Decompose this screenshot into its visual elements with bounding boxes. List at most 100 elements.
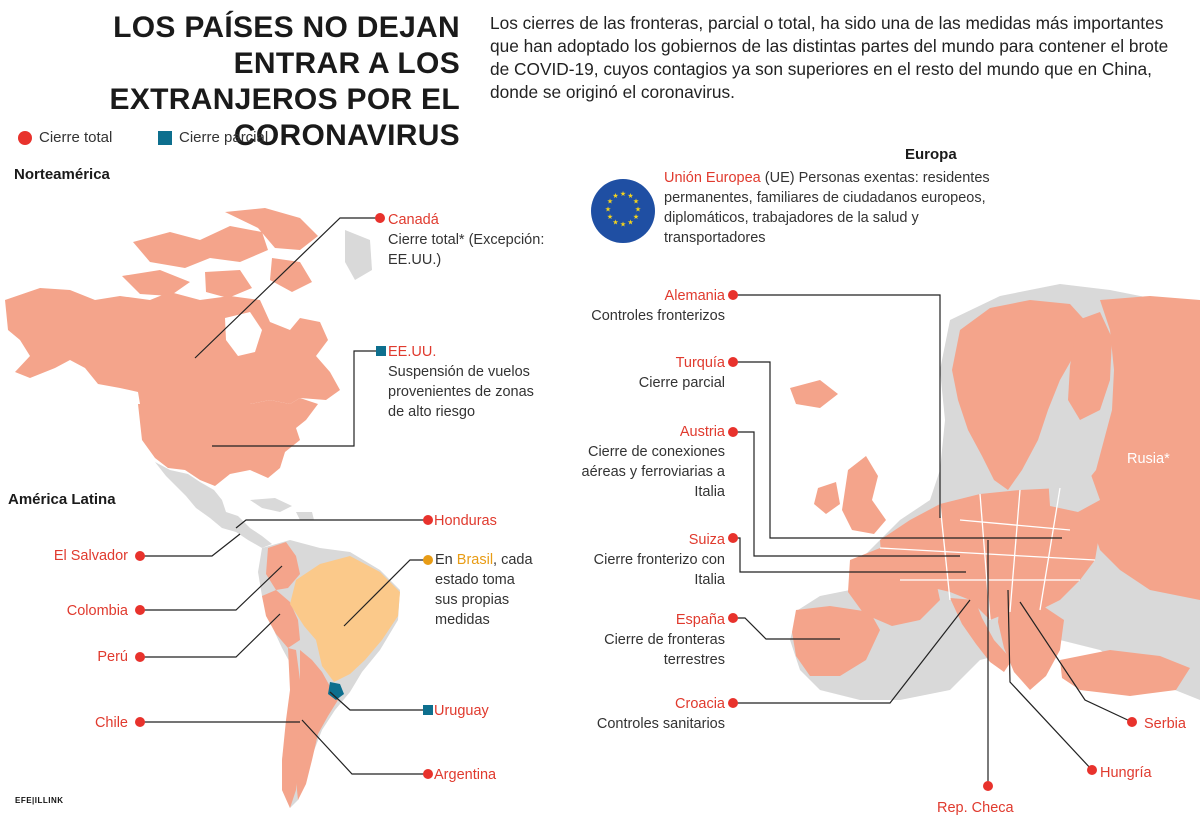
svg-text:★: ★ [620, 221, 626, 229]
page-title: LOS PAÍSES NO DEJAN ENTRAR A LOS EXTRANJ… [109, 11, 460, 152]
legend-total-label: Cierre total [39, 129, 113, 146]
brazil-note: , cada estado toma sus propias medidas [435, 552, 533, 628]
eu-info: Unión Europea (UE) Personas exentas: res… [664, 168, 994, 248]
note-canada: Cierre total* (Excepción: EE.UU.) [388, 232, 545, 268]
brazil-pre: En [435, 552, 453, 568]
red-dot-icon [18, 130, 32, 145]
country-alemania: Alemania [664, 288, 725, 304]
callout-espana: España Cierre de fronteras terrestres [575, 610, 725, 670]
callout-peru: Perú [40, 647, 128, 667]
region-europe: Europa [905, 146, 957, 163]
balkans [998, 600, 1064, 690]
note-espana: Cierre de fronteras terrestres [604, 632, 725, 668]
russia [1080, 296, 1200, 600]
country-brazil: Brasil [456, 552, 494, 568]
country-czech: Rep. Checa [937, 800, 1014, 816]
country-peru: Perú [97, 649, 128, 665]
country-uruguay: Uruguay [434, 703, 489, 719]
scandinavia [952, 300, 1090, 490]
country-honduras: Honduras [434, 513, 497, 529]
region-latin-america: América Latina [8, 491, 116, 508]
agency-logo: EFE|ILLINK [15, 796, 64, 805]
svg-text:★: ★ [633, 198, 639, 206]
argentina [296, 650, 338, 800]
callout-argentina: Argentina [434, 765, 496, 785]
note-croacia: Controles sanitarios [596, 716, 725, 732]
svg-text:★: ★ [612, 192, 618, 200]
iceland [790, 380, 838, 408]
intro-text: Los cierres de las fronteras, parcial o … [490, 13, 1169, 102]
note-austria: Cierre de conexiones aéreas y ferroviari… [581, 444, 725, 500]
note-suiza: Cierre fronterizo con Italia [593, 552, 725, 588]
callout-usa: EE.UU. Suspensión de vuelos provenientes… [388, 342, 548, 422]
country-colombia: Colombia [66, 603, 128, 619]
brazil [290, 556, 400, 682]
svg-text:★: ★ [627, 219, 633, 227]
ireland [814, 482, 840, 514]
eu-note: Personas exentas: residentes permanentes… [664, 170, 990, 246]
country-chile: Chile [94, 715, 128, 731]
callout-alemania: Alemania Controles fronterizos [575, 286, 725, 326]
eu-flag-icon: ★ ★ ★ ★ ★ ★ ★ ★ ★ ★ ★ ★ [591, 179, 655, 243]
callout-uruguay: Uruguay [434, 701, 489, 721]
eu-name: Unión Europea [664, 170, 761, 186]
canada-mainland [5, 288, 340, 404]
country-croacia: Croacia [675, 696, 725, 712]
italy [950, 598, 1012, 672]
svg-text:★: ★ [620, 190, 626, 198]
mexico-central-america [155, 462, 272, 548]
country-espana: España [675, 612, 725, 628]
country-el-salvador: El Salvador [53, 548, 128, 564]
callout-brazil: En Brasil, cada estado toma sus propias … [435, 550, 540, 630]
country-usa: EE.UU. [388, 344, 437, 360]
country-turquia: Turquía [675, 355, 725, 371]
callout-czech: Rep. Checa [937, 798, 1014, 818]
callout-el-salvador: El Salvador [40, 546, 128, 566]
svg-text:★: ★ [607, 213, 613, 221]
legend-total: Cierre total [18, 129, 112, 146]
callout-canada: Canadá Cierre total* (Excepción: EE.UU.) [388, 210, 558, 270]
region-north-america: Norteamérica [14, 166, 110, 183]
country-austria: Austria [679, 424, 725, 440]
note-alemania: Controles fronterizos [591, 308, 725, 324]
country-suiza: Suiza [688, 532, 725, 548]
canada-islands [122, 208, 318, 298]
caribbean [250, 498, 314, 520]
europe-map [790, 284, 1200, 700]
callout-turquia: Turquía Cierre parcial [575, 353, 725, 393]
turkey [1060, 650, 1190, 696]
callout-honduras: Honduras [434, 511, 497, 531]
svg-text:★: ★ [633, 213, 639, 221]
uk [842, 456, 886, 534]
callout-suiza: Suiza Cierre fronterizo con Italia [575, 530, 725, 590]
country-hungary: Hungría [1100, 765, 1152, 781]
legend-partial-label: Cierre parcial [179, 129, 269, 146]
callout-hungary: Hungría [1100, 763, 1152, 783]
north-america-map [5, 208, 372, 548]
greenland [345, 230, 372, 280]
france [848, 548, 940, 626]
callout-serbia: Serbia [1144, 714, 1186, 734]
svg-text:★: ★ [627, 192, 633, 200]
colombia [266, 542, 300, 590]
usa [138, 398, 318, 486]
note-usa: Suspensión de vuelos provenientes de zon… [388, 364, 534, 420]
south-america-map [258, 540, 400, 808]
label-russia: Rusia* [1127, 451, 1170, 467]
legend-partial: Cierre parcial [158, 129, 268, 146]
note-turquia: Cierre parcial [638, 375, 725, 391]
callout-croacia: Croacia Controles sanitarios [575, 694, 725, 734]
eu-abbr: (UE) [764, 170, 795, 186]
country-argentina: Argentina [434, 767, 497, 783]
callout-markers [135, 213, 1137, 791]
callout-colombia: Colombia [40, 601, 128, 621]
country-canada: Canadá [388, 212, 439, 228]
chile [282, 648, 300, 808]
callout-chile: Chile [40, 713, 128, 733]
finland [1068, 312, 1112, 420]
svg-text:★: ★ [635, 206, 641, 214]
svg-text:★: ★ [612, 219, 618, 227]
belarus [1048, 472, 1100, 512]
svg-text:★: ★ [605, 206, 611, 214]
